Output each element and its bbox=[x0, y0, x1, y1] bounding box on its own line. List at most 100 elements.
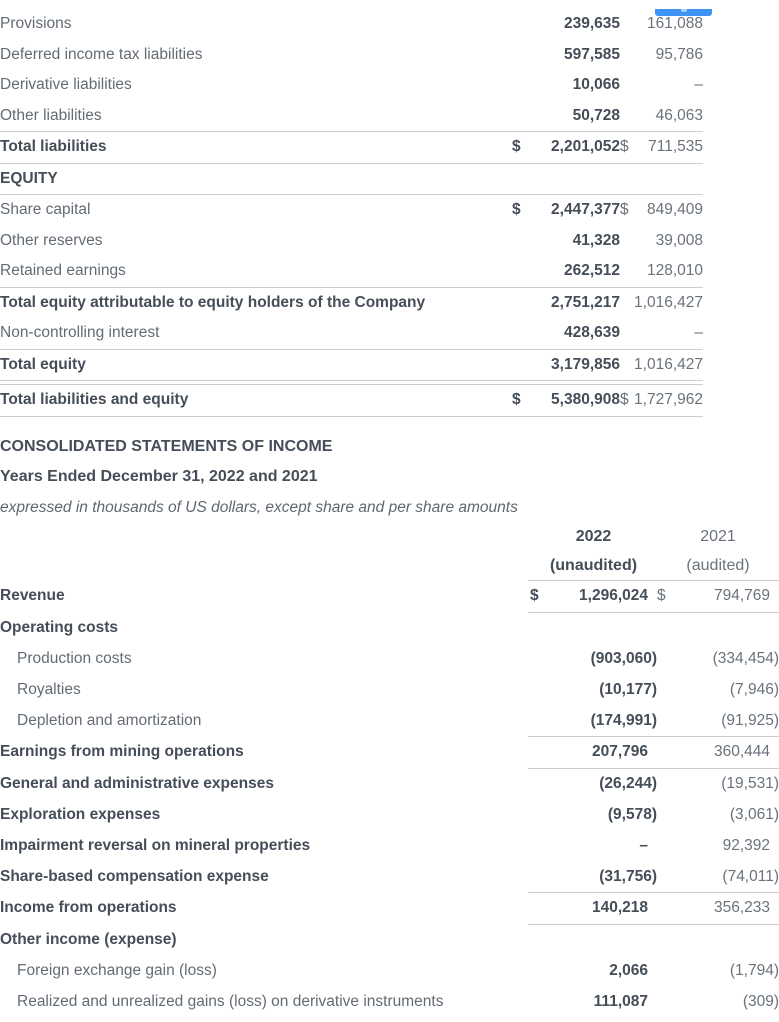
amount: 161,088 bbox=[646, 15, 703, 33]
amount: 356,233 bbox=[713, 899, 770, 917]
value-2022: (174,991) bbox=[530, 712, 657, 730]
col-header-2022: 2022 bbox=[575, 528, 612, 546]
row-label: Retained earnings bbox=[0, 262, 126, 280]
table-row: Share-based compensation expense (31,756)… bbox=[0, 861, 779, 892]
row-label: Income from operations bbox=[0, 899, 177, 917]
rule-divider bbox=[0, 286, 703, 288]
amount: 2,201,052 bbox=[551, 138, 620, 156]
value-2022: $2,201,052 bbox=[512, 138, 620, 156]
row-label: Provisions bbox=[0, 15, 72, 33]
table-row: Retained earnings 262,512 128,010 bbox=[0, 256, 779, 287]
rule-divider bbox=[0, 415, 703, 417]
amount: 794,769 bbox=[713, 587, 770, 605]
value-2022: 50,728 bbox=[512, 107, 620, 125]
statement-period: Years Ended December 31, 2022 and 2021 bbox=[0, 468, 318, 485]
amount: 92,392 bbox=[722, 836, 770, 854]
amount: 1,727,962 bbox=[634, 391, 703, 409]
value-2021: – bbox=[620, 324, 703, 342]
table-row: EQUITY bbox=[0, 164, 779, 195]
col-header-audited: (audited) bbox=[686, 556, 750, 574]
rule-divider bbox=[0, 131, 703, 132]
amount: 428,639 bbox=[563, 324, 620, 342]
amount: (91,925) bbox=[721, 711, 779, 729]
amount: 711,535 bbox=[648, 138, 703, 156]
table-row: Impairment reversal on mineral propertie… bbox=[0, 830, 779, 861]
table-row: Realized and unrealized gains (loss) on … bbox=[0, 986, 779, 1017]
amount: 1,016,427 bbox=[634, 355, 703, 373]
column-header-audit-status: (unaudited) (audited) bbox=[0, 552, 779, 581]
rule-divider bbox=[528, 580, 779, 581]
value-2021: 39,008 bbox=[620, 232, 703, 250]
table-row: Deferred income tax liabilities 597,585 95… bbox=[0, 40, 779, 71]
table-row: Other income (expense) bbox=[0, 925, 779, 956]
table-row: Depletion and amortization (174,991) (91,9… bbox=[0, 705, 779, 736]
rule-divider bbox=[528, 923, 779, 925]
amount: 2,066 bbox=[609, 961, 648, 979]
row-label: EQUITY bbox=[0, 169, 58, 187]
value-2021: (7,946) bbox=[657, 681, 779, 699]
row-label: Royalties bbox=[17, 680, 81, 698]
table-row: Total equity attributable to equity hold… bbox=[0, 288, 779, 319]
amount: 597,585 bbox=[563, 45, 620, 63]
value-2022: 111,087 bbox=[530, 993, 657, 1011]
table-row: Royalties (10,177) (7,946) bbox=[0, 674, 779, 705]
value-2022: 239,635 bbox=[512, 15, 620, 33]
dollar-sign: $ bbox=[512, 201, 521, 219]
row-label: Revenue bbox=[0, 587, 65, 605]
amount: (10,177) bbox=[599, 680, 657, 698]
amount: – bbox=[694, 76, 703, 94]
dollar-sign: $ bbox=[620, 201, 629, 219]
amount: (19,531) bbox=[721, 775, 779, 793]
table-row: Derivative liabilities 10,066 – bbox=[0, 70, 779, 101]
amount: 2,751,217 bbox=[551, 293, 620, 311]
rule-divider bbox=[528, 891, 779, 893]
value-2022: (26,244) bbox=[530, 775, 657, 793]
value-2021: $711,535 bbox=[620, 138, 703, 156]
scroll-pill-button[interactable] bbox=[655, 9, 712, 16]
value-2022: $1,296,024 bbox=[530, 587, 657, 605]
amount: 46,063 bbox=[655, 106, 703, 124]
table-row: Provisions 239,635 161,088 bbox=[0, 9, 779, 40]
value-2021: (19,531) bbox=[657, 775, 779, 793]
rule-divider bbox=[0, 348, 703, 350]
value-2022: (10,177) bbox=[530, 681, 657, 699]
table-row: Total liabilities and equity $5,380,908 $1… bbox=[0, 385, 779, 416]
financial-statement-page: Provisions 239,635 161,088 Deferred income … bbox=[0, 9, 779, 1022]
table-row: Revenue $1,296,024 $794,769 bbox=[0, 581, 779, 612]
value-2021: (1,794) bbox=[657, 962, 779, 980]
value-2021: 1,016,427 bbox=[620, 294, 703, 312]
amount: 2,447,377 bbox=[551, 201, 620, 219]
value-2022: 207,796 bbox=[530, 743, 657, 761]
amount: (7,946) bbox=[729, 680, 779, 698]
pill-glyph-icon bbox=[681, 9, 687, 12]
amount: (1,794) bbox=[729, 961, 779, 979]
dollar-sign: $ bbox=[620, 391, 629, 409]
value-2021: – bbox=[620, 76, 703, 94]
amount: 128,010 bbox=[646, 262, 703, 280]
row-label: Depletion and amortization bbox=[17, 711, 202, 729]
value-2021: $849,409 bbox=[620, 201, 703, 219]
rule-divider bbox=[528, 767, 779, 769]
rule-divider bbox=[528, 735, 779, 737]
amount: 140,218 bbox=[591, 899, 648, 917]
rule-divider bbox=[0, 194, 703, 195]
amount: 5,380,908 bbox=[551, 391, 620, 409]
value-2022: (903,060) bbox=[530, 650, 657, 668]
amount: 3,179,856 bbox=[551, 355, 620, 373]
amount: 239,635 bbox=[563, 15, 620, 33]
row-label: Production costs bbox=[17, 649, 132, 667]
income-statement-table: Revenue $1,296,024 $794,769 Operating costs… bbox=[0, 581, 779, 1017]
value-2021: (309) bbox=[657, 993, 779, 1011]
table-row: Operating costs bbox=[0, 613, 779, 644]
value-2022: – bbox=[530, 837, 657, 855]
row-label: Share capital bbox=[0, 201, 91, 219]
amount: – bbox=[694, 324, 703, 342]
amount: (3,061) bbox=[729, 805, 779, 823]
amount: (903,060) bbox=[590, 649, 657, 667]
dollar-sign: $ bbox=[512, 138, 521, 156]
row-label: General and administrative expenses bbox=[0, 775, 274, 793]
value-2021: 360,444 bbox=[657, 743, 779, 761]
amount: (31,756) bbox=[599, 867, 657, 885]
value-2022: $2,447,377 bbox=[512, 201, 620, 219]
value-2022: 428,639 bbox=[512, 324, 620, 342]
